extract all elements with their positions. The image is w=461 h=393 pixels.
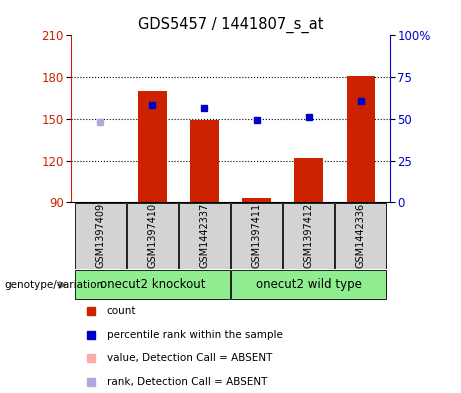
Text: percentile rank within the sample: percentile rank within the sample: [106, 330, 283, 340]
Text: GSM1442337: GSM1442337: [200, 203, 209, 268]
Bar: [283, 203, 334, 268]
Bar: [127, 203, 178, 268]
Text: count: count: [106, 306, 136, 316]
Bar: [190, 120, 219, 202]
Bar: [242, 198, 271, 202]
Bar: [75, 270, 230, 299]
Text: onecut2 knockout: onecut2 knockout: [100, 278, 205, 292]
Text: GSM1397412: GSM1397412: [304, 203, 314, 268]
Bar: [335, 203, 386, 268]
Text: onecut2 wild type: onecut2 wild type: [256, 278, 362, 292]
Bar: [75, 203, 126, 268]
Text: rank, Detection Call = ABSENT: rank, Detection Call = ABSENT: [106, 376, 267, 387]
Text: GSM1397411: GSM1397411: [252, 203, 261, 268]
Bar: [295, 158, 323, 202]
Text: genotype/variation: genotype/variation: [5, 280, 104, 290]
Bar: [231, 203, 282, 268]
Text: value, Detection Call = ABSENT: value, Detection Call = ABSENT: [106, 353, 272, 363]
Bar: [347, 76, 375, 202]
Bar: [231, 270, 386, 299]
Title: GDS5457 / 1441807_s_at: GDS5457 / 1441807_s_at: [138, 17, 323, 33]
Text: GSM1397410: GSM1397410: [147, 203, 157, 268]
Text: GSM1442336: GSM1442336: [356, 203, 366, 268]
Bar: [179, 203, 230, 268]
Bar: [138, 91, 166, 202]
Text: GSM1397409: GSM1397409: [95, 203, 105, 268]
